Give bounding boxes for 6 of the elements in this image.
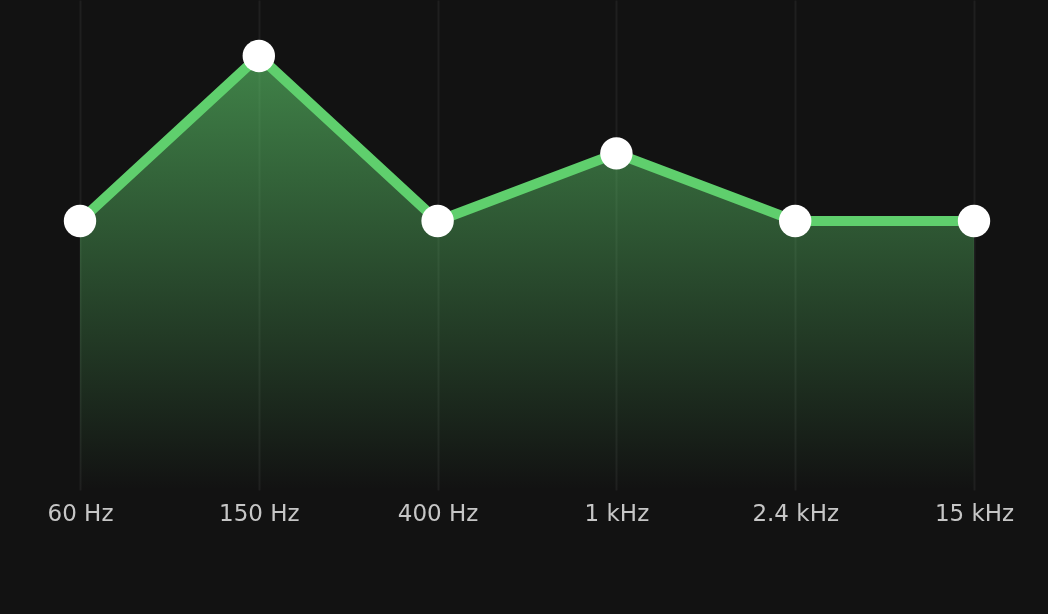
x-tick-label: 400 Hz — [397, 499, 479, 526]
x-tick-label: 15 kHz — [934, 499, 1015, 526]
x-tick-label: 2.4 kHz — [752, 499, 839, 526]
x-tick-label: 60 Hz — [47, 499, 114, 526]
x-tick-label: 150 Hz — [219, 499, 300, 526]
x-tick-label: 1 kHz — [584, 499, 650, 526]
